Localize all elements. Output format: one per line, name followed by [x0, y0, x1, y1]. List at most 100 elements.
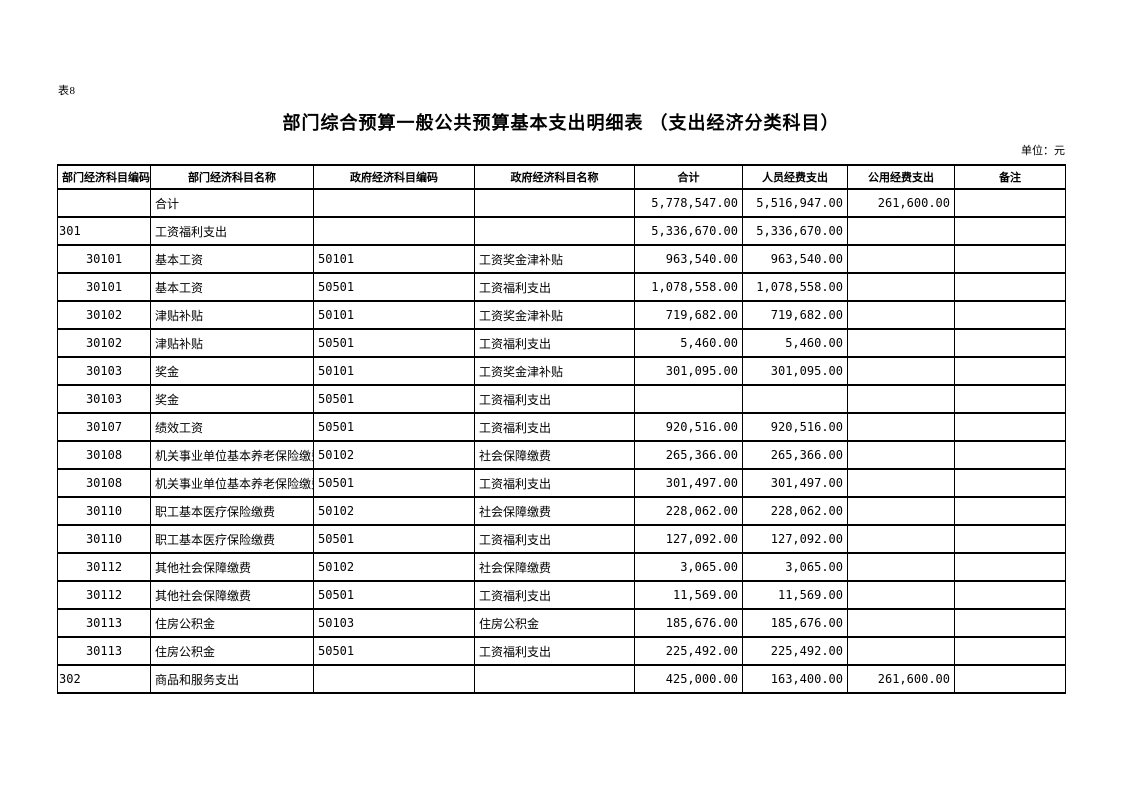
- cell-personnel: 163,400.00: [742, 664, 848, 694]
- cell-gov-name: 工资福利支出: [474, 468, 635, 498]
- cell-personnel: 5,336,670.00: [742, 216, 848, 246]
- cell-remark: [954, 496, 1066, 526]
- cell-public: [847, 468, 955, 498]
- column-header-dept-name: 部门经济科目名称: [150, 164, 314, 190]
- cell-gov-name: 工资福利支出: [474, 384, 635, 414]
- cell-gov-code: 50102: [313, 440, 475, 470]
- cell-gov-code: 50501: [313, 580, 475, 610]
- cell-dept-code: 30103: [57, 384, 151, 414]
- column-header-public: 公用经费支出: [847, 164, 955, 190]
- table-row: 30112 其他社会保障缴费 50102 社会保障缴费 3,065.00 3,0…: [57, 552, 1066, 582]
- cell-remark: [954, 524, 1066, 554]
- cell-remark: [954, 300, 1066, 330]
- table-row: 30112 其他社会保障缴费 50501 工资福利支出 11,569.00 11…: [57, 580, 1066, 610]
- cell-personnel: 5,516,947.00: [742, 188, 848, 218]
- cell-personnel: 225,492.00: [742, 636, 848, 666]
- cell-personnel: 11,569.00: [742, 580, 848, 610]
- cell-public: [847, 356, 955, 386]
- cell-dept-code: 30108: [57, 468, 151, 498]
- table-row: 30107 绩效工资 50501 工资福利支出 920,516.00 920,5…: [57, 412, 1066, 442]
- cell-gov-name: 工资福利支出: [474, 272, 635, 302]
- cell-total: 1,078,558.00: [634, 272, 743, 302]
- cell-personnel: [742, 384, 848, 414]
- cell-dept-code: 30112: [57, 552, 151, 582]
- cell-personnel: 127,092.00: [742, 524, 848, 554]
- cell-personnel: 3,065.00: [742, 552, 848, 582]
- cell-dept-code: 30108: [57, 440, 151, 470]
- cell-gov-code: 50102: [313, 496, 475, 526]
- cell-gov-name: [474, 188, 635, 218]
- cell-gov-code: 50501: [313, 384, 475, 414]
- cell-gov-name: [474, 664, 635, 694]
- cell-dept-code: 30110: [57, 524, 151, 554]
- cell-total: 301,497.00: [634, 468, 743, 498]
- cell-gov-name: 社会保障缴费: [474, 496, 635, 526]
- cell-remark: [954, 608, 1066, 638]
- cell-dept-code: 30113: [57, 608, 151, 638]
- cell-total: 185,676.00: [634, 608, 743, 638]
- cell-dept-name: 机关事业单位基本养老保险缴费: [150, 468, 314, 498]
- table-row: 30110 职工基本医疗保险缴费 50501 工资福利支出 127,092.00…: [57, 524, 1066, 554]
- cell-public: [847, 328, 955, 358]
- table-row: 301 工资福利支出 5,336,670.00 5,336,670.00: [57, 216, 1066, 246]
- cell-public: [847, 244, 955, 274]
- cell-dept-name: 住房公积金: [150, 608, 314, 638]
- cell-dept-name: 合计: [150, 188, 314, 218]
- cell-dept-code: 30101: [57, 244, 151, 274]
- table-row: 30110 职工基本医疗保险缴费 50102 社会保障缴费 228,062.00…: [57, 496, 1066, 526]
- cell-dept-code: 30102: [57, 300, 151, 330]
- cell-public: [847, 552, 955, 582]
- cell-total: 265,366.00: [634, 440, 743, 470]
- cell-gov-name: 工资福利支出: [474, 580, 635, 610]
- cell-total: 228,062.00: [634, 496, 743, 526]
- cell-personnel: 228,062.00: [742, 496, 848, 526]
- cell-remark: [954, 216, 1066, 246]
- cell-dept-name: 奖金: [150, 384, 314, 414]
- cell-dept-code: 30113: [57, 636, 151, 666]
- cell-personnel: 301,095.00: [742, 356, 848, 386]
- cell-personnel: 719,682.00: [742, 300, 848, 330]
- cell-dept-code: 30101: [57, 272, 151, 302]
- cell-dept-name: 奖金: [150, 356, 314, 386]
- cell-gov-code: 50501: [313, 328, 475, 358]
- cell-gov-code: [313, 188, 475, 218]
- cell-gov-code: [313, 216, 475, 246]
- cell-public: [847, 216, 955, 246]
- column-header-remark: 备注: [954, 164, 1066, 190]
- cell-personnel: 5,460.00: [742, 328, 848, 358]
- cell-gov-name: 社会保障缴费: [474, 552, 635, 582]
- cell-dept-code: 30103: [57, 356, 151, 386]
- cell-public: [847, 496, 955, 526]
- cell-dept-name: 住房公积金: [150, 636, 314, 666]
- cell-gov-code: 50501: [313, 412, 475, 442]
- cell-personnel: 963,540.00: [742, 244, 848, 274]
- cell-gov-name: [474, 216, 635, 246]
- unit-label: 单位：元: [1021, 145, 1065, 157]
- cell-gov-name: 社会保障缴费: [474, 440, 635, 470]
- cell-dept-code: 30102: [57, 328, 151, 358]
- table-row: 合计 5,778,547.00 5,516,947.00 261,600.00: [57, 188, 1066, 218]
- cell-gov-name: 工资福利支出: [474, 636, 635, 666]
- table-row: 30108 机关事业单位基本养老保险缴费 50102 社会保障缴费 265,36…: [57, 440, 1066, 470]
- cell-total: 425,000.00: [634, 664, 743, 694]
- cell-gov-code: 50102: [313, 552, 475, 582]
- cell-public: [847, 300, 955, 330]
- table-row: 30108 机关事业单位基本养老保险缴费 50501 工资福利支出 301,49…: [57, 468, 1066, 498]
- cell-dept-name: 工资福利支出: [150, 216, 314, 246]
- column-header-personnel: 人员经费支出: [742, 164, 848, 190]
- cell-dept-code: 301: [57, 216, 151, 246]
- cell-personnel: 265,366.00: [742, 440, 848, 470]
- cell-public: 261,600.00: [847, 664, 955, 694]
- table-row: 30101 基本工资 50501 工资福利支出 1,078,558.00 1,0…: [57, 272, 1066, 302]
- column-header-total: 合计: [634, 164, 743, 190]
- cell-public: [847, 440, 955, 470]
- cell-dept-code: 30112: [57, 580, 151, 610]
- column-header-gov-name: 政府经济科目名称: [474, 164, 635, 190]
- cell-total: 963,540.00: [634, 244, 743, 274]
- cell-gov-name: 工资奖金津补贴: [474, 300, 635, 330]
- cell-gov-code: 50101: [313, 356, 475, 386]
- cell-dept-name: 机关事业单位基本养老保险缴费: [150, 440, 314, 470]
- cell-dept-name: 津贴补贴: [150, 300, 314, 330]
- cell-public: 261,600.00: [847, 188, 955, 218]
